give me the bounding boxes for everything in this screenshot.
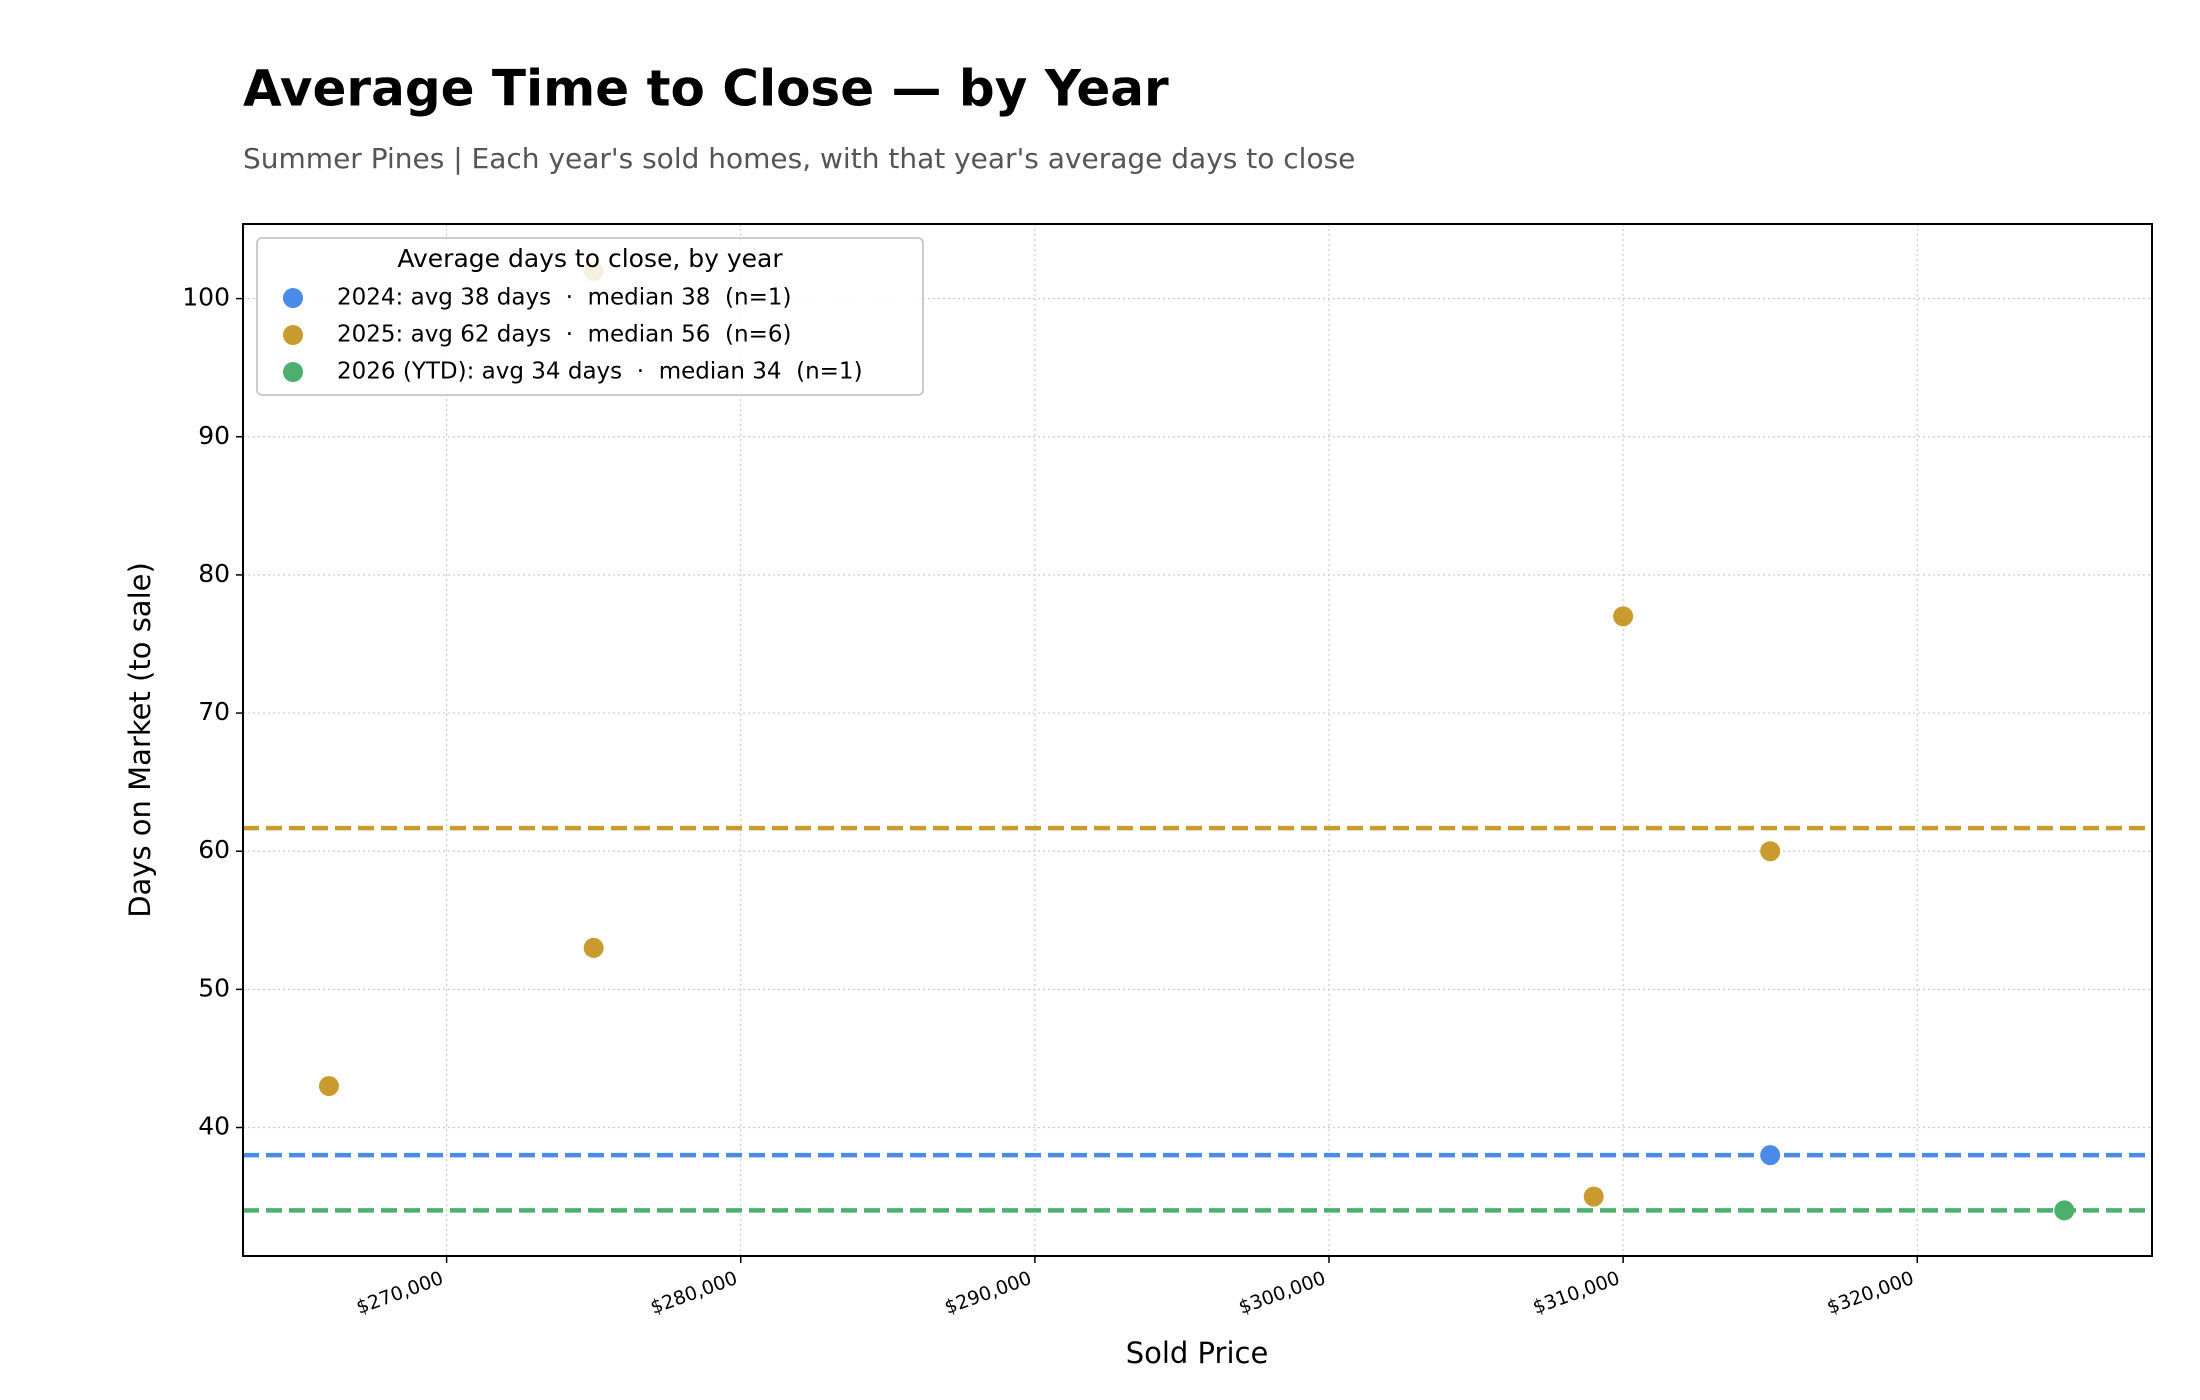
point bbox=[1760, 1145, 1781, 1166]
legend: Average days to close, by year 2024: avg … bbox=[256, 237, 924, 396]
x-axis-label: Sold Price bbox=[1126, 1336, 1269, 1370]
chart-subtitle: Summer Pines | Each year's sold homes, w… bbox=[243, 142, 1355, 175]
x-tick-label: $270,000 bbox=[353, 1267, 446, 1319]
y-tick-label: 100 bbox=[182, 283, 230, 312]
legend-label: 2024: avg 38 days · median 38 (n=1) bbox=[337, 285, 791, 311]
y-tick-label: 70 bbox=[198, 697, 230, 726]
legend-marker bbox=[283, 362, 303, 382]
y-tick-label: 40 bbox=[198, 1112, 230, 1141]
legend-marker bbox=[283, 325, 303, 345]
point bbox=[1583, 1186, 1604, 1207]
legend-box bbox=[256, 237, 924, 396]
chart-title: Average Time to Close — by Year bbox=[243, 60, 1169, 118]
x-tick-label: $320,000 bbox=[1824, 1267, 1917, 1319]
y-axis-label: Days on Market (to sale) bbox=[123, 562, 157, 918]
legend-label: 2025: avg 62 days · median 56 (n=6) bbox=[337, 322, 791, 348]
y-tick-label: 60 bbox=[198, 835, 230, 864]
plot-frame bbox=[242, 223, 2153, 1257]
x-tick-label: $290,000 bbox=[942, 1267, 1035, 1319]
y-tick-label: 90 bbox=[198, 421, 230, 450]
point bbox=[318, 1076, 339, 1097]
legend-label: 2026 (YTD): avg 34 days · median 34 (n=1… bbox=[337, 359, 863, 385]
y-tick-label: 50 bbox=[198, 973, 230, 1002]
point bbox=[1613, 606, 1634, 627]
legend-marker bbox=[283, 288, 303, 308]
point bbox=[2054, 1200, 2075, 1221]
point bbox=[1760, 841, 1781, 862]
point bbox=[583, 937, 604, 958]
legend-title: Average days to close, by year bbox=[397, 244, 783, 273]
x-tick-label: $310,000 bbox=[1530, 1267, 1623, 1319]
x-tick-label: $300,000 bbox=[1236, 1267, 1329, 1319]
y-tick-label: 80 bbox=[198, 559, 230, 588]
x-tick-label: $280,000 bbox=[648, 1267, 741, 1319]
